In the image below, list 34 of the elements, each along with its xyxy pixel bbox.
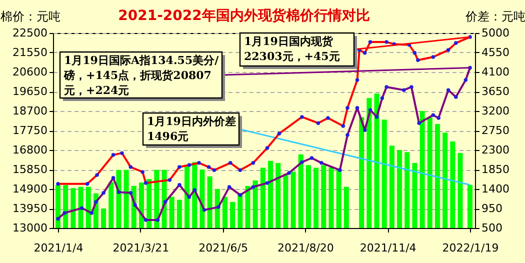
y2-tick-label: 4550 — [482, 46, 510, 59]
y2-tick-label: 3200 — [482, 104, 510, 118]
x-tick-label: 2021/6/5 — [198, 242, 248, 254]
y2-tick-label: 4100 — [482, 66, 510, 78]
x-tick-label: 2021/8/20 — [277, 242, 334, 254]
y2-tick-label: 950 — [482, 202, 502, 215]
y2-tick-label: 3650 — [482, 85, 510, 98]
y2-tick-label: 500 — [482, 222, 502, 234]
annotation: 1月19日内外价差1496元 — [147, 115, 236, 143]
y-tick-label: 13950 — [12, 202, 48, 215]
y-axis-title: 棉价：元吨 — [0, 10, 60, 24]
y2-tick-label: 1850 — [482, 163, 510, 176]
y-tick-label: 13000 — [12, 222, 48, 234]
y-tick-label: 14900 — [12, 182, 48, 196]
y-tick-label: 16800 — [12, 144, 48, 156]
y-tick-label: 17750 — [12, 124, 48, 137]
y2-tick-label: 1400 — [482, 182, 510, 196]
y-tick-label: 15850 — [12, 163, 48, 176]
y2-tick-label: 5000 — [482, 26, 510, 40]
y2-tick-label: 2300 — [482, 144, 510, 156]
annotation: 1月19日国际A指134.55美分/磅，+145点，折现货20807元，+224元 — [63, 54, 220, 97]
y-tick-label: 22500 — [12, 26, 48, 40]
annotation: 1月19日国内现货22303元，+45元 — [244, 35, 340, 63]
x-tick-label: 2021/3/21 — [112, 242, 170, 254]
y-tick-label: 18700 — [12, 104, 48, 118]
y-tick-label: 20600 — [12, 66, 48, 78]
x-tick-label: 2021/1/4 — [34, 242, 84, 254]
x-tick-label: 2022/1/19 — [442, 242, 499, 254]
y-tick-label: 21550 — [12, 46, 48, 59]
y2-tick-label: 2750 — [482, 124, 510, 137]
chart-title: 2021-2022年国内外现货棉价行情对比 — [118, 8, 370, 24]
x-tick-label: 2021/11/4 — [360, 242, 416, 254]
y2-axis-title: 价差：元吨 — [464, 10, 525, 24]
y-tick-label: 19650 — [12, 85, 48, 98]
